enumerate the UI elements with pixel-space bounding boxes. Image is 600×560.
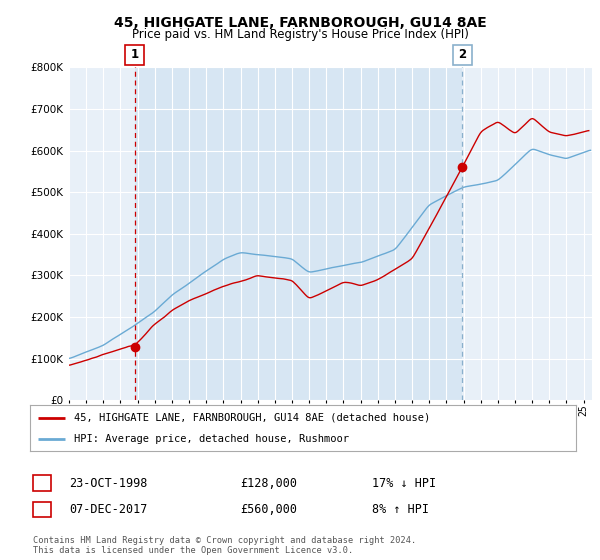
Text: 23-OCT-1998: 23-OCT-1998 <box>69 477 148 490</box>
Text: 45, HIGHGATE LANE, FARNBOROUGH, GU14 8AE: 45, HIGHGATE LANE, FARNBOROUGH, GU14 8AE <box>113 16 487 30</box>
Text: 17% ↓ HPI: 17% ↓ HPI <box>372 477 436 490</box>
Text: 2: 2 <box>38 503 46 516</box>
Text: 07-DEC-2017: 07-DEC-2017 <box>69 503 148 516</box>
Bar <box>135 67 462 400</box>
Text: 45, HIGHGATE LANE, FARNBOROUGH, GU14 8AE (detached house): 45, HIGHGATE LANE, FARNBOROUGH, GU14 8AE… <box>74 413 430 423</box>
Text: 1: 1 <box>131 48 139 62</box>
Text: 1: 1 <box>38 477 46 490</box>
Text: 2: 2 <box>458 48 466 62</box>
Text: Contains HM Land Registry data © Crown copyright and database right 2024.
This d: Contains HM Land Registry data © Crown c… <box>33 536 416 556</box>
Text: Price paid vs. HM Land Registry's House Price Index (HPI): Price paid vs. HM Land Registry's House … <box>131 28 469 41</box>
Text: 8% ↑ HPI: 8% ↑ HPI <box>372 503 429 516</box>
Text: £128,000: £128,000 <box>240 477 297 490</box>
Text: £560,000: £560,000 <box>240 503 297 516</box>
Text: HPI: Average price, detached house, Rushmoor: HPI: Average price, detached house, Rush… <box>74 435 349 444</box>
